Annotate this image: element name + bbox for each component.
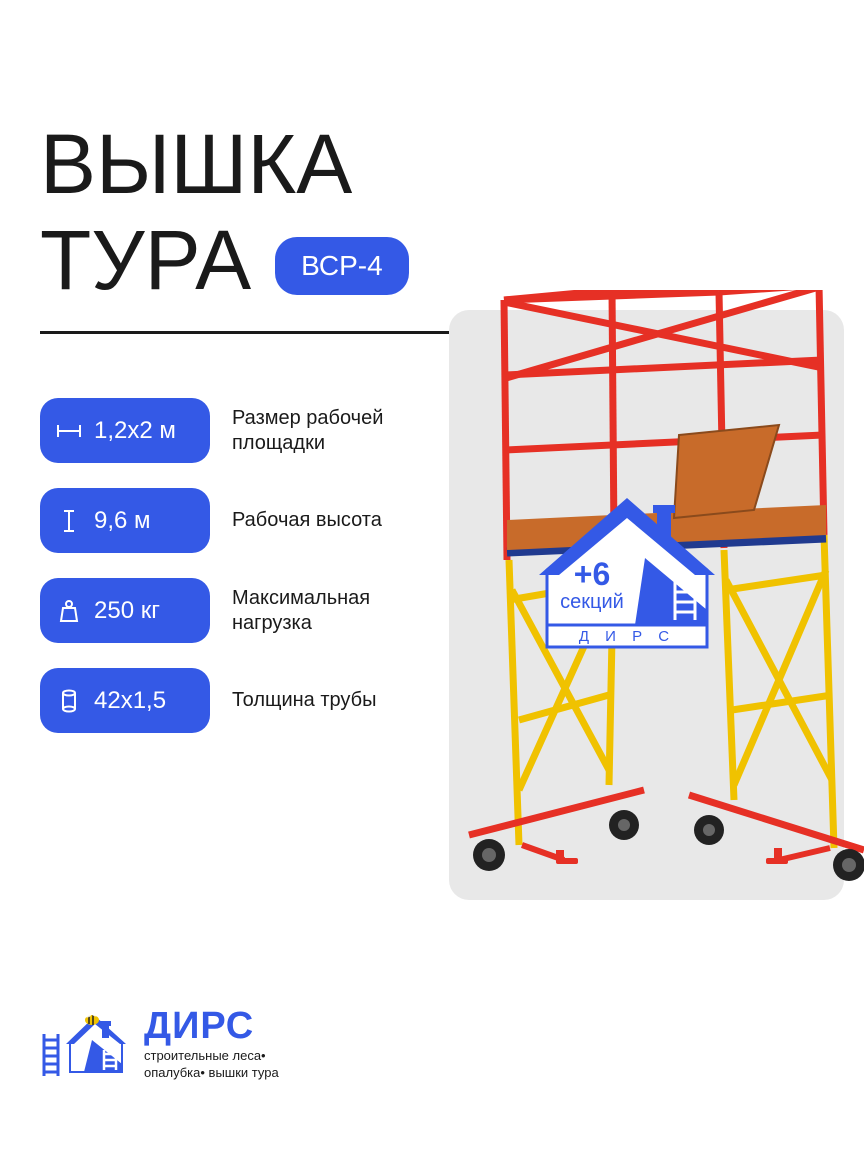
width-icon [56,418,82,444]
logo-brand: ДИРС [144,1005,279,1048]
spec-label: Максимальная нагрузка [232,586,450,636]
footer-logo: ДИРС строительные леса• опалубка• вышки … [40,1004,279,1082]
sections-brand: Д И Р С [579,628,675,645]
spec-pill: 250 кг [40,578,210,643]
spec-row-tube: 42х1,5 Толщина трубы [40,668,450,733]
title-line1: ВЫШКА [40,120,450,208]
spec-value: 9,6 м [94,507,151,535]
title-row2: ТУРА ВСР-4 [40,212,450,309]
specs-list: 1,2х2 м Размер рабочей площадки 9,6 м Ра… [40,398,450,733]
spec-row-height: 9,6 м Рабочая высота [40,488,450,553]
model-badge: ВСР-4 [275,237,409,295]
tube-icon [56,688,82,714]
sections-badge: +6 секций Д И Р С [517,480,737,655]
spec-value: 1,2х2 м [94,417,176,445]
spec-pill: 1,2х2 м [40,398,210,463]
title-line2: ТУРА [40,212,251,309]
spec-label: Рабочая высота [232,508,382,533]
spec-row-size: 1,2х2 м Размер рабочей площадки [40,398,450,463]
spec-label: Размер рабочей площадки [232,406,450,456]
sections-label: секций [560,591,624,613]
logo-icon [40,1004,130,1082]
weight-icon [56,598,82,624]
spec-value: 42х1,5 [94,687,166,715]
spec-pill: 42х1,5 [40,668,210,733]
spec-label: Толщина трубы [232,688,376,713]
logo-text-block: ДИРС строительные леса• опалубка• вышки … [144,1005,279,1082]
spec-pill: 9,6 м [40,488,210,553]
sections-count: +6 [574,556,610,592]
logo-tagline1: строительные леса• [144,1048,279,1065]
spec-value: 250 кг [94,597,160,625]
spec-row-load: 250 кг Максимальная нагрузка [40,578,450,643]
product-image-panel: +6 секций Д И Р С [449,310,844,900]
header: ВЫШКА ТУРА ВСР-4 [40,120,450,334]
header-rule [40,331,450,334]
height-icon [56,508,82,534]
logo-tagline2: опалубка• вышки тура [144,1065,279,1082]
